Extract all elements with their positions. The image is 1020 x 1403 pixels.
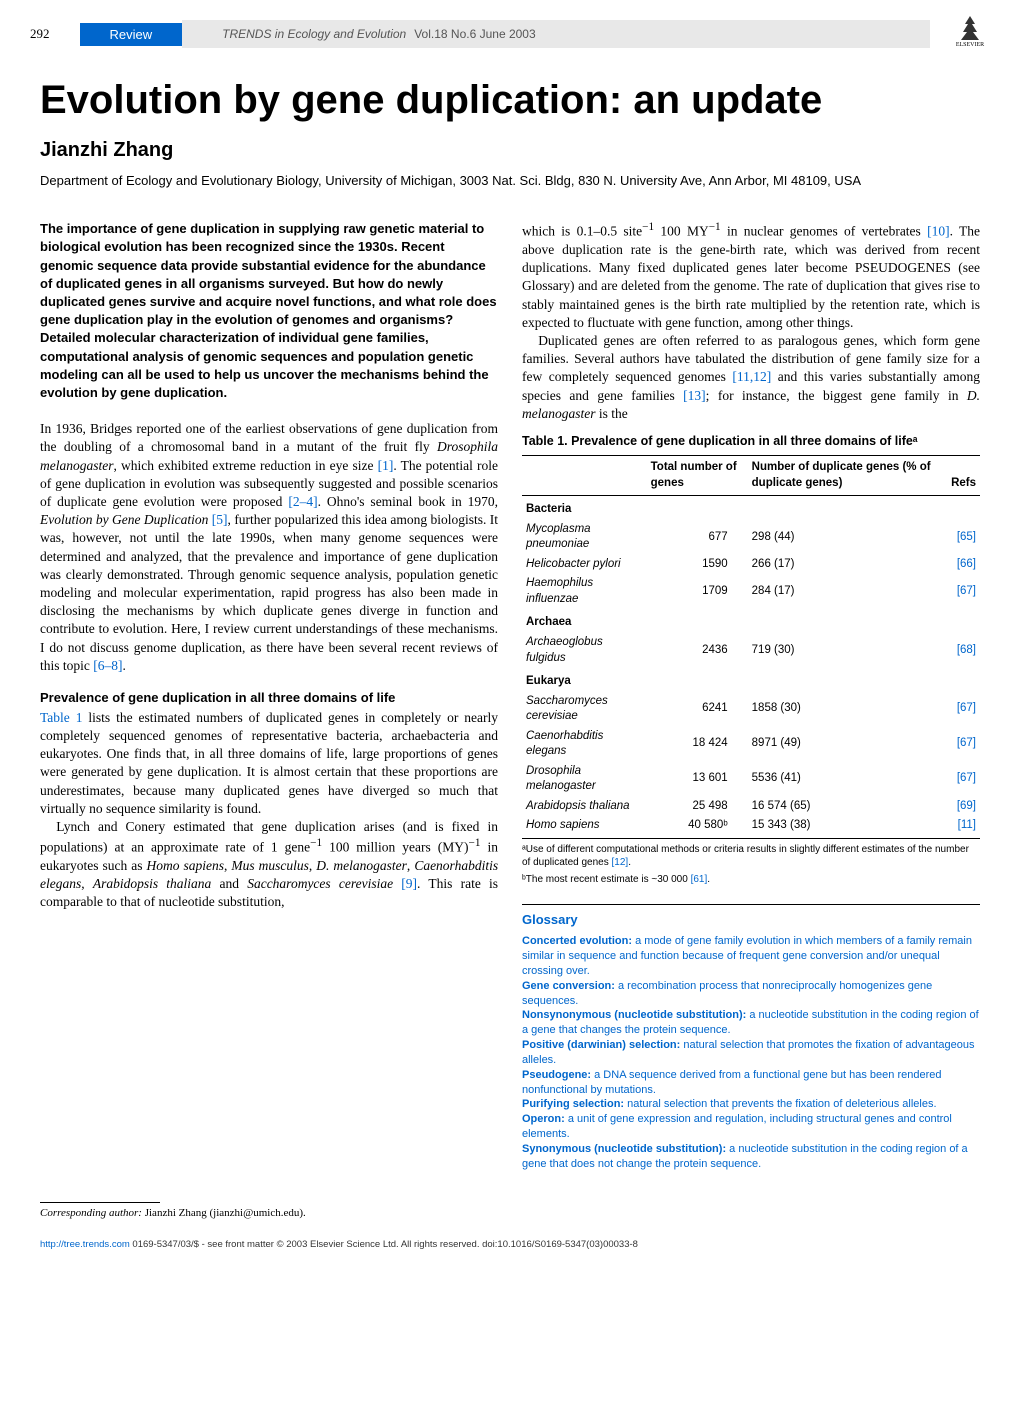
ref-link[interactable]: [65]: [947, 520, 980, 555]
intro-paragraph: In 1936, Bridges reported one of the ear…: [40, 420, 498, 675]
glossary-entry: Purifying selection: natural selection t…: [522, 1097, 980, 1112]
ref-link[interactable]: [10]: [927, 224, 950, 239]
table1-col0: [522, 456, 647, 496]
glossary-entry: Positive (darwinian) selection: natural …: [522, 1038, 980, 1068]
glossary-entry: Pseudogene: a DNA sequence derived from …: [522, 1068, 980, 1098]
ref-link[interactable]: [11,12]: [732, 369, 771, 384]
page-number: 292: [0, 26, 80, 42]
glossary-title: Glossary: [522, 911, 980, 929]
table-row: Mycoplasma pneumoniae677298 (44)[65]: [522, 520, 980, 555]
ref-link[interactable]: [12]: [612, 857, 629, 868]
table-group-row: Archaea: [522, 609, 980, 633]
table-group-row: Eukarya: [522, 668, 980, 692]
table1-note-a: ᵃUse of different computational methods …: [522, 843, 980, 869]
right-p2: Duplicated genes are often referred to a…: [522, 332, 980, 423]
ref-link[interactable]: [13]: [683, 388, 706, 403]
footer-divider: [40, 1202, 160, 1203]
glossary-entry: Concerted evolution: a mode of gene fami…: [522, 934, 980, 979]
glossary-entry: Nonsynonymous (nucleotide substitution):…: [522, 1008, 980, 1038]
glossary-entry: Synonymous (nucleotide substitution): a …: [522, 1142, 980, 1172]
journal-info: TRENDS in Ecology and Evolution Vol.18 N…: [182, 20, 930, 48]
ref-link[interactable]: [1]: [378, 458, 394, 473]
elsevier-text: ELSEVIER: [956, 42, 984, 48]
article-title: Evolution by gene duplication: an update: [0, 68, 1020, 133]
glossary-entry: Gene conversion: a recombination process…: [522, 979, 980, 1009]
ref-link[interactable]: [67]: [947, 692, 980, 727]
ref-link[interactable]: [69]: [947, 797, 980, 817]
table1-col1: Total number of genes: [647, 456, 748, 496]
prevalence-p1: Table 1 lists the estimated numbers of d…: [40, 709, 498, 818]
table-group-row: Bacteria: [522, 496, 980, 520]
ref-link[interactable]: [68]: [947, 633, 980, 668]
ref-link[interactable]: [61]: [691, 874, 708, 885]
table-row: Saccharomyces cerevisiae62411858 (30)[67…: [522, 692, 980, 727]
ref-link[interactable]: [66]: [947, 555, 980, 575]
right-column: which is 0.1–0.5 site−1 100 MY−1 in nucl…: [522, 220, 980, 1172]
header-bar: 292 Review TRENDS in Ecology and Evoluti…: [0, 20, 1020, 48]
ref-link[interactable]: [67]: [947, 727, 980, 762]
table1-note-b: ᵇThe most recent estimate is ~30 000 [61…: [522, 873, 980, 886]
two-column-layout: The importance of gene duplication in su…: [0, 220, 1020, 1172]
table-row: Helicobacter pylori1590266 (17)[66]: [522, 555, 980, 575]
ref-link[interactable]: [67]: [947, 574, 980, 609]
table1-caption: Table 1. Prevalence of gene duplication …: [522, 433, 980, 449]
table-row: Haemophilus influenzae1709284 (17)[67]: [522, 574, 980, 609]
left-column: The importance of gene duplication in su…: [40, 220, 498, 1172]
author-affiliation: Department of Ecology and Evolutionary B…: [0, 172, 1020, 220]
review-badge: Review: [80, 23, 183, 46]
ref-link[interactable]: [11]: [947, 816, 980, 838]
ref-link[interactable]: [2–4]: [288, 494, 317, 509]
table-row: Caenorhabditis elegans18 4248971 (49)[67…: [522, 727, 980, 762]
section-heading-prevalence: Prevalence of gene duplication in all th…: [40, 689, 498, 707]
table-row: Drosophila melanogaster13 6015536 (41)[6…: [522, 762, 980, 797]
table-row: Arabidopsis thaliana25 49816 574 (65)[69…: [522, 797, 980, 817]
right-p1: which is 0.1–0.5 site−1 100 MY−1 in nucl…: [522, 220, 980, 332]
journal-issue: Vol.18 No.6 June 2003: [414, 27, 535, 41]
table1-col2: Number of duplicate genes (% of duplicat…: [748, 456, 947, 496]
corresponding-author: Corresponding author: Jianzhi Zhang (jia…: [0, 1207, 1020, 1219]
table1: Total number of genes Number of duplicat…: [522, 455, 980, 838]
journal-url[interactable]: http://tree.trends.com: [40, 1239, 130, 1250]
glossary-entry: Operon: a unit of gene expression and re…: [522, 1112, 980, 1142]
ref-link[interactable]: [67]: [947, 762, 980, 797]
prevalence-p2: Lynch and Conery estimated that gene dup…: [40, 818, 498, 912]
ref-link[interactable]: [9]: [401, 876, 417, 891]
glossary-box: Glossary Concerted evolution: a mode of …: [522, 904, 980, 1172]
table-link[interactable]: Table 1: [40, 710, 82, 725]
author-name: Jianzhi Zhang: [0, 133, 1020, 172]
abstract: The importance of gene duplication in su…: [40, 220, 498, 402]
elsevier-logo: ELSEVIER: [950, 14, 990, 54]
footer-bar: http://tree.trends.com 0169-5347/03/$ - …: [0, 1219, 1020, 1260]
ref-link[interactable]: [5]: [212, 512, 228, 527]
elsevier-tree-icon: [955, 14, 985, 42]
table-row: Homo sapiens40 580ᵇ15 343 (38)[11]: [522, 816, 980, 838]
ref-link[interactable]: [6–8]: [93, 658, 122, 673]
table1-col3: Refs: [947, 456, 980, 496]
table-row: Archaeoglobus fulgidus2436719 (30)[68]: [522, 633, 980, 668]
copyright-text: 0169-5347/03/$ - see front matter © 2003…: [130, 1239, 638, 1250]
journal-name: TRENDS in Ecology and Evolution: [222, 27, 406, 41]
